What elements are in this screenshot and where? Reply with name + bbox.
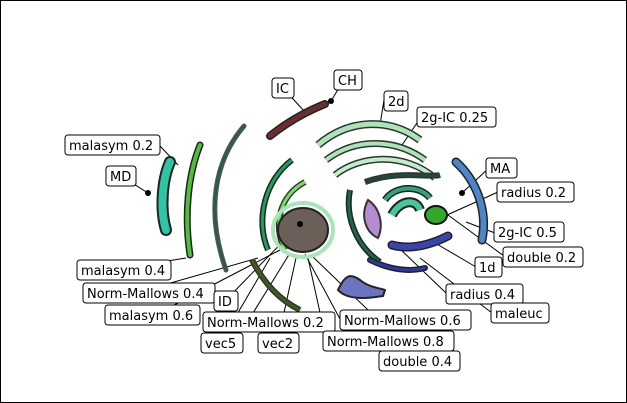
svg-text:malasym 0.4: malasym 0.4 (81, 264, 165, 279)
region-purple (363, 198, 382, 240)
svg-text:vec2: vec2 (262, 337, 293, 352)
region-maleuc (336, 275, 387, 299)
point-id (297, 221, 303, 227)
label-vec5: vec5 (200, 332, 244, 354)
svg-text:MD: MD (110, 170, 131, 185)
svg-text:CH: CH (338, 74, 357, 89)
label-nm02: Norm-Mallows 0.2 (202, 311, 336, 333)
svg-text:MA: MA (490, 162, 510, 177)
svg-text:malasym 0.6: malasym 0.6 (109, 309, 193, 324)
svg-text:Norm-Mallows 0.2: Norm-Mallows 0.2 (207, 316, 324, 331)
label-ic: IC (271, 77, 295, 99)
label-2gic05: 2g-IC 0.5 (493, 221, 565, 243)
svg-text:malasym 0.2: malasym 0.2 (69, 139, 153, 154)
label-1d: 1d (474, 256, 503, 278)
svg-text:ID: ID (218, 295, 232, 310)
svg-text:radius 0.4: radius 0.4 (450, 288, 515, 303)
label-nm04: Norm-Mallows 0.4 (82, 282, 216, 304)
svg-text:1d: 1d (479, 261, 496, 276)
svg-text:Norm-Mallows 0.8: Norm-Mallows 0.8 (327, 335, 444, 350)
label-double04: double 0.4 (378, 350, 461, 372)
svg-text:vec5: vec5 (205, 337, 236, 352)
label-malasym06: malasym 0.6 (104, 304, 201, 326)
label-malasym04: malasym 0.4 (76, 259, 172, 281)
labels: IC CH 2d 2g-IC 0.25 malasym 0.2 MD MA ra… (64, 69, 584, 372)
regions (145, 98, 489, 313)
svg-text:IC: IC (276, 82, 289, 97)
svg-text:Norm-Mallows 0.6: Norm-Mallows 0.6 (344, 314, 461, 329)
label-id: ID (213, 290, 239, 312)
point-ma (459, 190, 465, 196)
point-ch (328, 98, 334, 104)
label-md: MD (105, 165, 137, 187)
svg-text:Norm-Mallows 0.4: Norm-Mallows 0.4 (87, 287, 204, 302)
label-ma: MA (485, 157, 518, 179)
label-nm06: Norm-Mallows 0.6 (339, 309, 472, 331)
point-md (145, 190, 151, 196)
region-2gic05 (424, 205, 448, 225)
label-double02: double 0.2 (502, 246, 584, 268)
label-maleuc: maleuc (490, 302, 550, 324)
region-id (277, 207, 329, 253)
svg-text:2g-IC 0.5: 2g-IC 0.5 (498, 226, 557, 241)
svg-text:maleuc: maleuc (495, 307, 543, 322)
label-ch: CH (333, 69, 363, 91)
label-radius04: radius 0.4 (445, 283, 524, 305)
svg-text:2g-IC 0.25: 2g-IC 0.25 (421, 111, 488, 126)
svg-text:2d: 2d (388, 95, 405, 110)
label-2d: 2d (383, 90, 409, 112)
svg-text:radius 0.2: radius 0.2 (501, 186, 566, 201)
label-2gic025: 2g-IC 0.25 (416, 106, 497, 128)
label-vec2: vec2 (257, 332, 300, 354)
svg-text:double 0.4: double 0.4 (383, 355, 452, 370)
label-malasym02: malasym 0.2 (64, 134, 161, 156)
svg-text:double 0.2: double 0.2 (507, 251, 576, 266)
label-nm08: Norm-Mallows 0.8 (322, 330, 455, 352)
label-radius02: radius 0.2 (496, 181, 575, 203)
